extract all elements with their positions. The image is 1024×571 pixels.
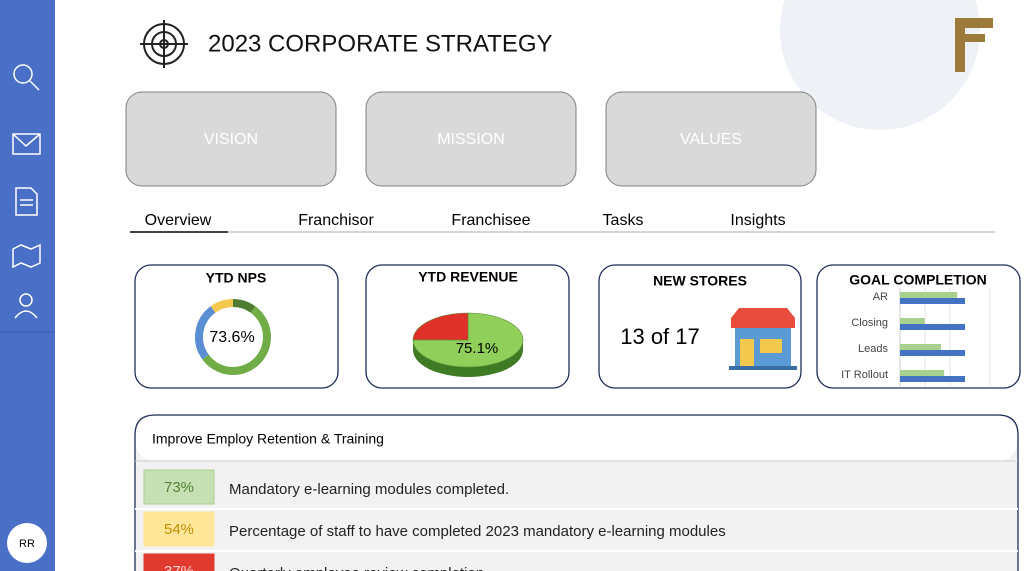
button-box <box>365 91 577 187</box>
goal-bar <box>900 376 965 382</box>
value-label: 54% <box>164 521 194 538</box>
target-icon <box>140 20 188 68</box>
value-badge <box>143 553 215 571</box>
row-text: Quarterly employee review completion <box>229 565 484 571</box>
goal-bar <box>900 370 945 376</box>
value-label: 37% <box>164 563 194 571</box>
donut-segment <box>195 306 216 360</box>
value-label: 73% <box>164 479 194 496</box>
button-box <box>125 91 337 187</box>
avatar[interactable] <box>7 523 47 563</box>
logo <box>955 18 993 72</box>
donut-segment <box>232 299 256 313</box>
store-icon <box>729 308 797 370</box>
avatar-initials: RR <box>19 538 35 550</box>
goal-bar <box>900 350 965 356</box>
goal-bar <box>900 318 925 324</box>
goal-bar <box>900 324 965 330</box>
goal-category: Leads <box>858 343 888 355</box>
map-icon[interactable] <box>12 243 41 269</box>
goal-bar <box>900 344 941 350</box>
search-icon[interactable] <box>13 64 33 84</box>
section <box>134 414 1019 571</box>
tab[interactable]: Franchisor <box>298 212 374 229</box>
goal-category: IT Rollout <box>841 369 888 381</box>
button-box <box>605 91 817 187</box>
card-title: GOAL COMPLETION <box>849 272 986 288</box>
nav-button[interactable]: MISSION <box>365 91 577 187</box>
nav-button[interactable]: VALUES <box>605 91 817 187</box>
value-badge <box>143 511 215 547</box>
pie-label: 75.1% <box>456 340 499 357</box>
nps-value: 73.6% <box>209 329 254 346</box>
mail-icon[interactable] <box>12 133 41 155</box>
section-title: Improve Employ Retention & Training <box>152 431 384 447</box>
value-badge <box>143 469 215 505</box>
doc-icon[interactable] <box>15 187 38 216</box>
button-label: VISION <box>204 131 258 148</box>
card-title: NEW STORES <box>653 273 747 289</box>
card-title: YTD REVENUE <box>418 269 518 285</box>
user-icon[interactable] <box>19 293 33 307</box>
pie-slice <box>412 312 469 341</box>
sidebar-icons <box>12 64 41 319</box>
tab[interactable]: Tasks <box>603 212 644 229</box>
nps-card <box>134 264 339 389</box>
button-label: VALUES <box>680 131 742 148</box>
page-title: 2023 CORPORATE STRATEGY <box>208 30 553 57</box>
button-label: MISSION <box>437 131 505 148</box>
sidebar <box>0 0 55 571</box>
donut-segment <box>210 299 234 313</box>
tab[interactable]: Insights <box>730 212 785 229</box>
row-text: Percentage of staff to have completed 20… <box>229 523 726 540</box>
nav-button[interactable]: VISION <box>125 91 337 187</box>
goal-category: AR <box>873 291 888 303</box>
goal-bar <box>900 292 958 298</box>
pie-slice <box>412 312 524 368</box>
card-title: YTD NPS <box>206 270 267 286</box>
stores-value: 13 of 17 <box>620 324 700 349</box>
donut-segment <box>202 306 271 375</box>
bg-decor <box>780 0 980 130</box>
tab[interactable]: Overview <box>145 212 212 229</box>
goal-bar <box>900 298 965 304</box>
row-text: Mandatory e-learning modules completed. <box>229 481 509 498</box>
tab[interactable]: Franchisee <box>451 212 530 229</box>
goal-category: Closing <box>851 317 888 329</box>
